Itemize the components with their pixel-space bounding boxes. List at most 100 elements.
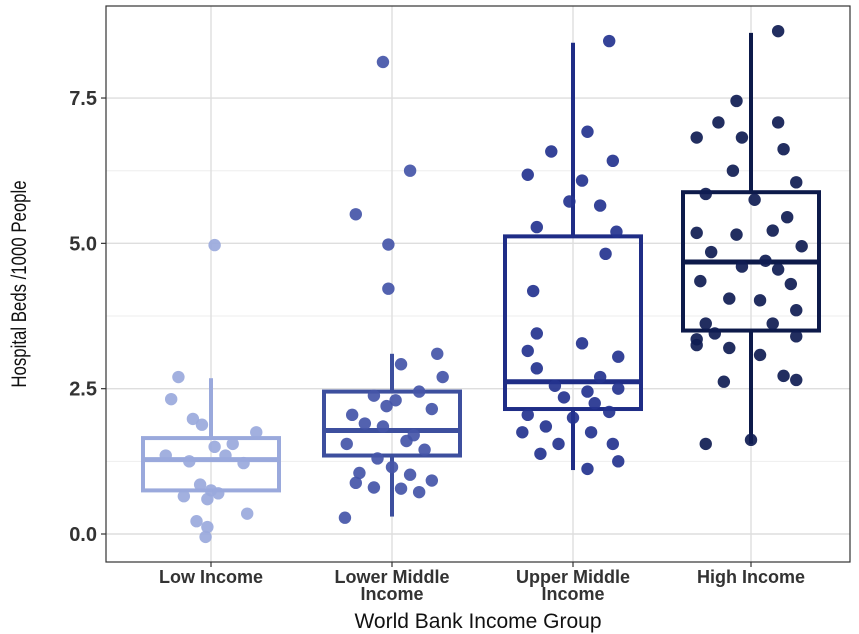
data-point	[530, 327, 543, 340]
data-point	[241, 507, 254, 520]
data-point	[612, 455, 625, 468]
data-point	[183, 455, 196, 468]
data-point	[349, 476, 362, 490]
data-point	[790, 330, 803, 343]
data-point	[690, 131, 703, 144]
data-point	[723, 292, 736, 305]
data-point	[603, 34, 616, 48]
x-tick-label: Upper Middle	[516, 567, 630, 587]
data-point	[394, 482, 408, 495]
data-point	[599, 247, 612, 261]
data-point	[575, 337, 589, 350]
data-point	[699, 187, 712, 201]
data-point	[539, 420, 553, 433]
data-point	[735, 260, 749, 273]
data-point	[723, 341, 736, 355]
data-point	[159, 449, 172, 462]
data-point	[431, 347, 444, 360]
data-point	[208, 440, 221, 454]
data-point	[744, 433, 758, 447]
data-point	[385, 460, 399, 474]
data-point	[436, 370, 449, 384]
data-point	[382, 238, 395, 251]
data-point	[237, 456, 250, 470]
data-point	[177, 490, 191, 503]
data-point	[790, 373, 803, 387]
data-point	[521, 168, 534, 181]
data-point	[389, 394, 402, 407]
data-point	[338, 511, 352, 524]
data-point	[690, 333, 703, 346]
data-point	[400, 434, 413, 448]
data-point	[790, 176, 803, 189]
data-point	[771, 116, 785, 129]
data-point	[516, 426, 529, 439]
data-point	[219, 449, 232, 462]
data-point	[226, 437, 239, 451]
box-4	[681, 32, 821, 444]
data-point	[530, 362, 543, 375]
grid-lines	[106, 6, 850, 562]
data-point	[371, 452, 384, 465]
data-point	[759, 254, 772, 267]
data-point	[403, 468, 417, 481]
data-point	[766, 317, 779, 330]
x-tick-label: Income	[541, 584, 604, 604]
data-point	[425, 474, 439, 487]
x-tick-label: Low Income	[159, 567, 263, 587]
box-iqr	[503, 234, 643, 412]
data-point	[526, 284, 540, 298]
data-point	[781, 210, 794, 224]
data-point	[164, 392, 178, 406]
data-point	[575, 174, 589, 187]
data-point	[403, 164, 417, 177]
point-layer	[159, 24, 808, 544]
data-point	[735, 131, 749, 144]
data-point	[552, 437, 565, 451]
data-point	[606, 437, 620, 451]
data-point	[694, 274, 707, 288]
y-axis-title: Hospital Beds /1000 People	[8, 180, 31, 387]
x-tick-label: Income	[360, 584, 423, 604]
data-point	[521, 408, 534, 422]
data-point	[376, 420, 390, 433]
plot-border	[105, 5, 851, 563]
data-point	[534, 447, 547, 460]
data-point	[753, 294, 767, 307]
data-point	[708, 327, 721, 340]
data-point	[593, 370, 607, 384]
data-point	[566, 411, 580, 424]
data-point	[777, 142, 790, 156]
data-point	[581, 385, 594, 398]
data-point	[412, 385, 426, 398]
data-point	[367, 389, 381, 402]
data-point	[771, 24, 785, 38]
data-point	[172, 370, 185, 384]
data-point	[612, 382, 625, 395]
data-point	[612, 350, 625, 363]
x-tick-label: High Income	[697, 567, 805, 587]
y-axis-ticks: 0.0 2.5 5.0 7.5	[69, 88, 106, 546]
data-point	[380, 399, 393, 413]
data-point	[753, 348, 767, 362]
data-point	[748, 193, 761, 206]
data-point	[545, 145, 558, 158]
x-tick-label: Lower Middle	[334, 567, 449, 587]
data-point	[777, 369, 790, 383]
data-point	[563, 195, 576, 208]
data-point	[730, 228, 743, 241]
data-point	[345, 408, 359, 422]
y-tick-label: 0.0	[69, 524, 97, 546]
data-point	[208, 238, 221, 252]
data-point	[581, 125, 594, 138]
data-point	[726, 164, 740, 177]
data-point	[382, 282, 395, 295]
data-point	[606, 154, 620, 168]
x-axis-title: World Bank Income Group	[354, 610, 601, 633]
data-point	[212, 487, 225, 500]
data-point	[712, 116, 725, 129]
box-layer	[141, 32, 821, 517]
data-point	[250, 426, 263, 439]
